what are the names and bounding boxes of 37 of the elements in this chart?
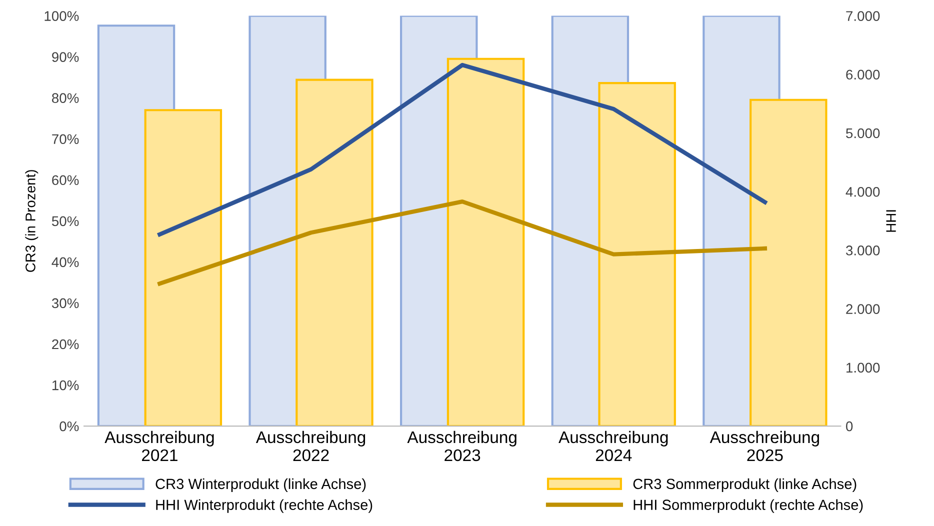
y-tick-label: 30% xyxy=(52,298,79,308)
y2-tick-label: 3.000 xyxy=(846,246,880,256)
y2-tick-label: 6.000 xyxy=(846,70,880,80)
line-series xyxy=(158,199,768,286)
bar xyxy=(598,82,676,426)
y2-tick-label: 0 xyxy=(846,421,853,432)
y-axis-title: CR3 (in Prozent) xyxy=(25,170,38,272)
y-tick-label: 10% xyxy=(52,380,79,390)
bar xyxy=(446,58,525,426)
legend-label: HHI Winterprodukt (rechte Achse) xyxy=(156,499,372,513)
x-tick-label: Ausschreibung 2021 xyxy=(104,430,214,462)
bar xyxy=(750,98,828,426)
bar xyxy=(144,109,222,426)
y2-tick-label: 5.000 xyxy=(846,128,880,138)
x-tick-label: Ausschreibung 2025 xyxy=(710,430,819,462)
legend-label: CR3 Winterprodukt (linke Achse) xyxy=(156,478,366,492)
y2-tick-label: 1.000 xyxy=(846,362,880,373)
y-tick-label: 40% xyxy=(52,257,79,268)
y-tick-label: 60% xyxy=(52,175,79,186)
y2-tick-label: 2.000 xyxy=(846,304,880,314)
y-tick-label: 0% xyxy=(60,421,79,432)
y2-axis-title: HHI xyxy=(886,210,896,232)
legend-label: CR3 Sommerprodukt (linke Achse) xyxy=(633,478,856,492)
x-tick-label: Ausschreibung 2022 xyxy=(256,430,366,462)
x-tick-label: Ausschreibung 2024 xyxy=(558,430,668,462)
y2-tick-label: 4.000 xyxy=(846,186,880,197)
bar xyxy=(296,78,374,426)
x-tick-label: Ausschreibung 2023 xyxy=(407,430,516,462)
line-series xyxy=(158,62,768,236)
y-tick-label: 90% xyxy=(52,52,79,62)
y-tick-label: 70% xyxy=(52,134,79,144)
y-tick-label: 100% xyxy=(44,11,79,21)
legend-label: HHI Sommerprodukt (rechte Achse) xyxy=(634,499,863,513)
y-tick-label: 80% xyxy=(52,93,79,104)
y-tick-label: 50% xyxy=(52,216,79,226)
y2-tick-label: 7.000 xyxy=(846,11,880,21)
y-tick-label: 20% xyxy=(52,339,79,350)
